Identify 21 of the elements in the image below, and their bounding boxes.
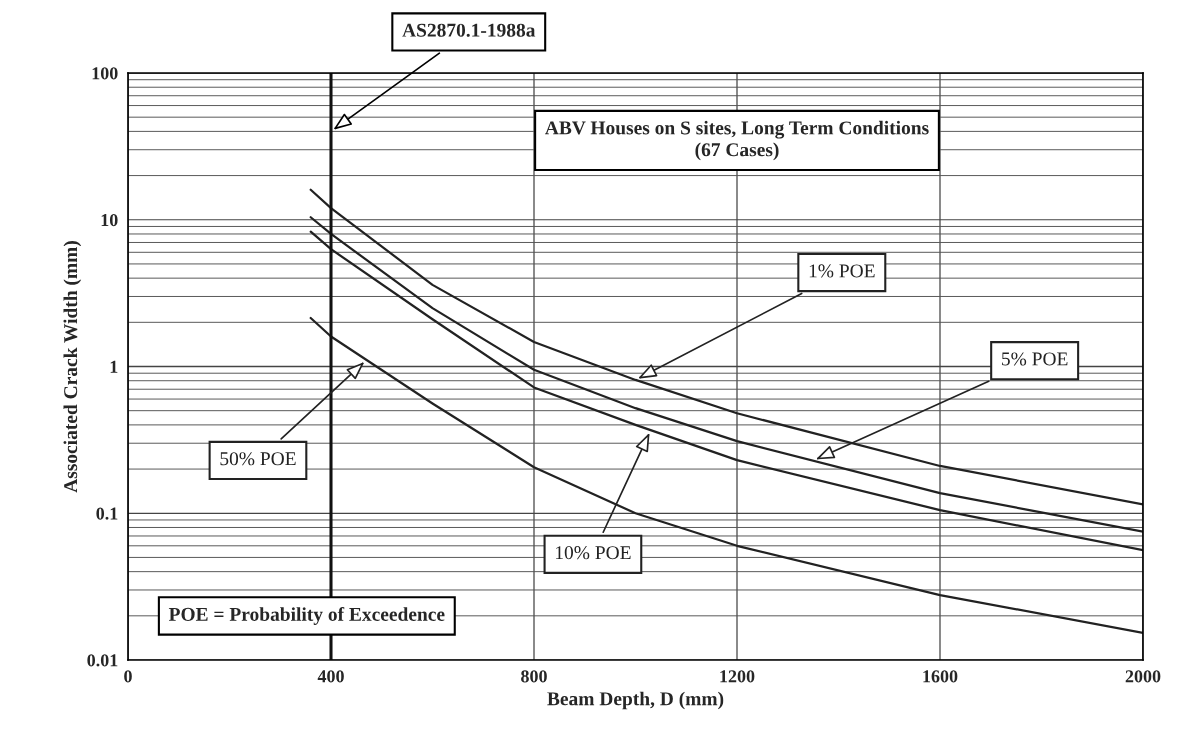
x-axis-title: Beam Depth, D (mm) [547, 691, 724, 710]
text: 5% POE [1002, 352, 1068, 366]
x-tick-label: 800 [521, 670, 547, 683]
x-tick-label: 0 [124, 670, 132, 683]
text: 50% POE [220, 452, 296, 466]
x-tick-label: 1200 [720, 670, 755, 683]
line-series [309, 188, 1143, 506]
y-tick-label: 0.01 [87, 654, 118, 667]
ref-line-label: AS2870.1-1988a [402, 23, 536, 37]
y-tick-label: 100 [92, 67, 118, 80]
y-tick-label: 1 [110, 360, 118, 373]
text: 1% POE [809, 264, 875, 278]
text: 10% POE [556, 546, 631, 560]
x-tick-label: 400 [317, 670, 344, 683]
x-tick-label: 2000 [1125, 670, 1161, 683]
y-axis-title: Associated Crack Width (mm) [63, 241, 82, 493]
y-tick-label: 0.1 [96, 507, 118, 520]
y-tick-label: 10 [101, 214, 118, 227]
x-tick-label: 1600 [923, 670, 958, 683]
text: ABV Houses on S sites, Long Term Conditions (67 Cases) [545, 120, 929, 161]
annotation: POE = Probability of Exceedence [168, 607, 445, 625]
